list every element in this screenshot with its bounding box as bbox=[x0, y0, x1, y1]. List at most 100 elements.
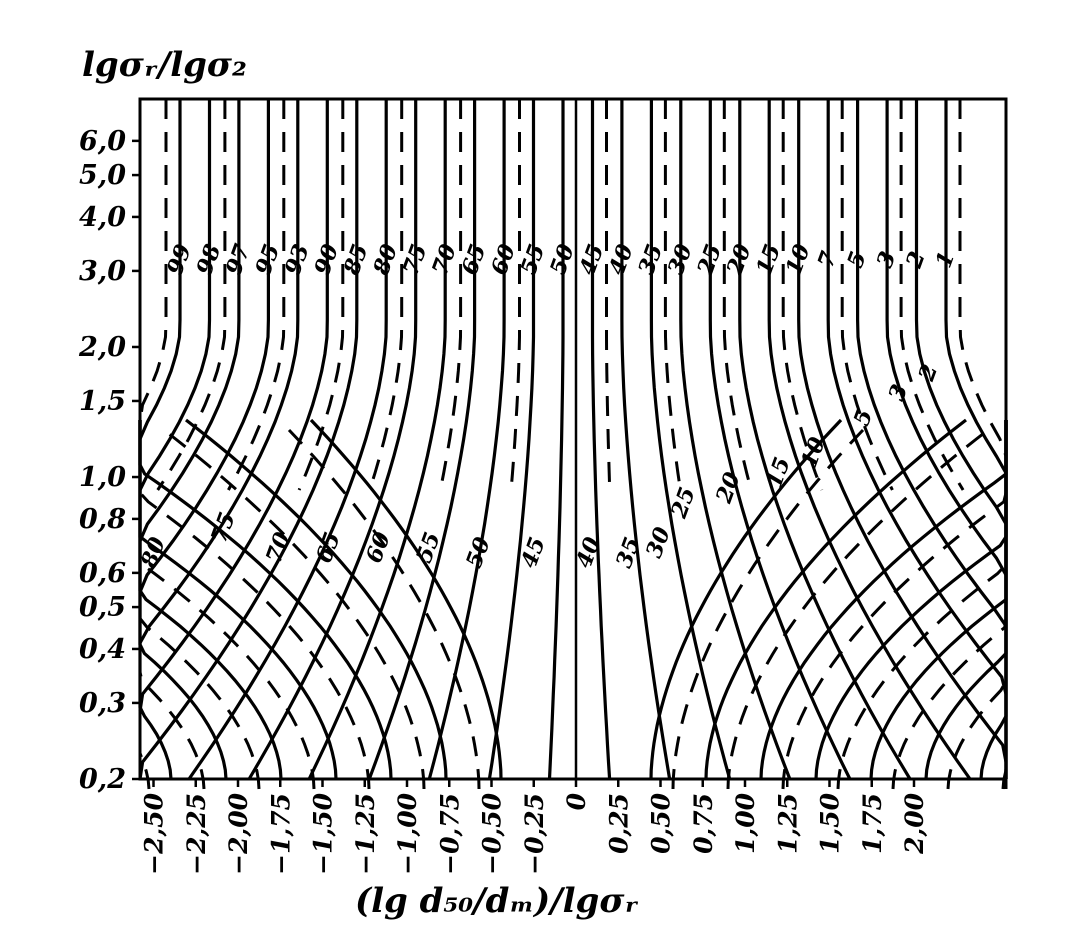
solid-contour bbox=[427, 99, 506, 780]
solid-contour bbox=[138, 99, 212, 491]
lower-contour-label: 55 bbox=[411, 529, 446, 567]
upper-contour-label: 60 bbox=[486, 240, 521, 278]
solid-contour bbox=[679, 99, 792, 780]
y-tick-label: 4,0 bbox=[79, 202, 126, 233]
solid-contour bbox=[138, 420, 283, 780]
solid-contour bbox=[708, 99, 852, 780]
upper-contour-label: 10 bbox=[781, 240, 816, 278]
solid-contour bbox=[855, 99, 1008, 627]
lower-contour-label: 2 bbox=[913, 361, 943, 385]
solid-contour bbox=[307, 99, 447, 780]
solid-contour bbox=[620, 99, 672, 780]
dashed-contour bbox=[671, 428, 865, 790]
solid-contour bbox=[759, 420, 1008, 780]
x-tick-label: 2,00 bbox=[900, 792, 929, 854]
solid-contour bbox=[138, 420, 393, 780]
upper-contour-label: 45 bbox=[574, 241, 609, 279]
lower-contour-label: 50 bbox=[461, 533, 496, 571]
lower-contour-label: 15 bbox=[761, 454, 796, 492]
upper-contour-label: 90 bbox=[309, 240, 344, 278]
solid-contour bbox=[914, 99, 1008, 525]
y-tick-label: 0,2 bbox=[79, 764, 126, 795]
dashed-contour bbox=[722, 99, 753, 491]
lower-contour-label: 30 bbox=[641, 523, 676, 561]
contour-labels: 9998979593908580757065605550454035302520… bbox=[136, 240, 961, 572]
x-tick-label: −1,75 bbox=[266, 793, 295, 875]
solid-contour bbox=[885, 99, 1008, 576]
solid-contour bbox=[979, 420, 1008, 780]
dashed-contour bbox=[958, 99, 1008, 473]
dashed-contour bbox=[287, 428, 481, 790]
x-tick-label: −0,25 bbox=[520, 793, 549, 875]
solid-contour bbox=[187, 99, 388, 780]
y-axis-title: lgσᵣ/lgσ₂ bbox=[82, 45, 247, 85]
solid-contour bbox=[649, 418, 843, 780]
dashed-contour bbox=[138, 99, 168, 439]
y-tick-label: 0,4 bbox=[79, 634, 126, 665]
solid-contour bbox=[138, 99, 329, 712]
solid-contour bbox=[649, 99, 732, 780]
contour-curves bbox=[138, 99, 1008, 790]
lower-contour-label: 5 bbox=[849, 406, 879, 429]
solid-contour bbox=[487, 99, 536, 780]
dashed-contour bbox=[663, 99, 682, 491]
solid-contour bbox=[797, 99, 1008, 763]
solid-contour bbox=[309, 418, 503, 780]
solid-contour bbox=[547, 99, 565, 780]
y-tick-label: 0,3 bbox=[79, 688, 126, 719]
x-tick-label: −2,50 bbox=[140, 792, 169, 874]
x-tick-label: −0,50 bbox=[478, 792, 507, 874]
dashed-contour bbox=[138, 430, 206, 790]
solid-contour bbox=[138, 99, 241, 542]
x-tick-label: 1,00 bbox=[731, 792, 760, 853]
dashed-contour bbox=[509, 99, 521, 491]
y-tick-label: 6,0 bbox=[79, 126, 126, 157]
y-tick-label: 3,0 bbox=[79, 256, 126, 287]
upper-contour-label: 15 bbox=[751, 241, 786, 279]
x-tick-label: −1,00 bbox=[393, 792, 422, 874]
solid-contour bbox=[944, 99, 1008, 474]
upper-contour-label: 25 bbox=[692, 241, 727, 280]
x-tick-label: 0 bbox=[562, 792, 591, 810]
y-tick-label: 1,5 bbox=[79, 386, 126, 417]
upper-contour-label: 98 bbox=[191, 241, 226, 279]
y-axis-ticks: 6,05,0 4,0 3,0 2,0 1,5 1,0 0,8 0,60,5 0,4 0,3 0,2 bbox=[78, 126, 140, 795]
x-tick-label: 1,25 bbox=[773, 793, 802, 854]
upper-contour-label: 20 bbox=[721, 240, 756, 279]
y-tick-label: 1,0 bbox=[79, 462, 126, 493]
x-tick-label: −2,00 bbox=[224, 792, 253, 874]
dashed-contour bbox=[899, 99, 965, 491]
x-axis-ticks: −2,50 −2,25 −2,00 −1,75 −1,50 −1,25 −1,00 −0,75… bbox=[140, 779, 929, 875]
dashed-contour bbox=[605, 99, 612, 491]
dashed-contour bbox=[138, 430, 371, 790]
upper-contour-label: 35 bbox=[633, 241, 668, 279]
solid-contour bbox=[590, 99, 612, 780]
solid-contour bbox=[367, 99, 477, 780]
solid-contour bbox=[138, 99, 182, 440]
x-tick-label: 1,50 bbox=[816, 792, 845, 853]
solid-contour bbox=[247, 99, 418, 780]
upper-contour-label: 30 bbox=[663, 240, 698, 278]
dashed-contour bbox=[438, 99, 463, 491]
lower-contour-label: 60 bbox=[361, 528, 396, 566]
solid-contour bbox=[138, 99, 300, 644]
solid-contour bbox=[738, 99, 912, 780]
dashed-contour bbox=[138, 430, 316, 790]
x-tick-label: −2,25 bbox=[182, 793, 211, 875]
dashed-contour bbox=[156, 99, 227, 491]
dashed-contour bbox=[227, 99, 286, 491]
solid-contour bbox=[826, 99, 1008, 695]
x-tick-label: −0,75 bbox=[435, 793, 464, 875]
upper-contour-label: 40 bbox=[604, 240, 639, 278]
y-tick-label: 0,6 bbox=[79, 558, 126, 589]
plot-frame bbox=[138, 97, 1008, 781]
y-tick-label: 2,0 bbox=[78, 332, 126, 363]
upper-contour-label: 70 bbox=[427, 240, 462, 278]
x-axis-title: (lg d₅₀/dₘ)/lgσᵣ bbox=[355, 881, 638, 921]
y-tick-label: 5,0 bbox=[79, 160, 126, 191]
solid-contour bbox=[185, 418, 448, 780]
x-tick-label: 0,25 bbox=[604, 793, 633, 854]
x-tick-label: 1,75 bbox=[858, 793, 887, 854]
upper-contour-label: 95 bbox=[250, 241, 285, 279]
